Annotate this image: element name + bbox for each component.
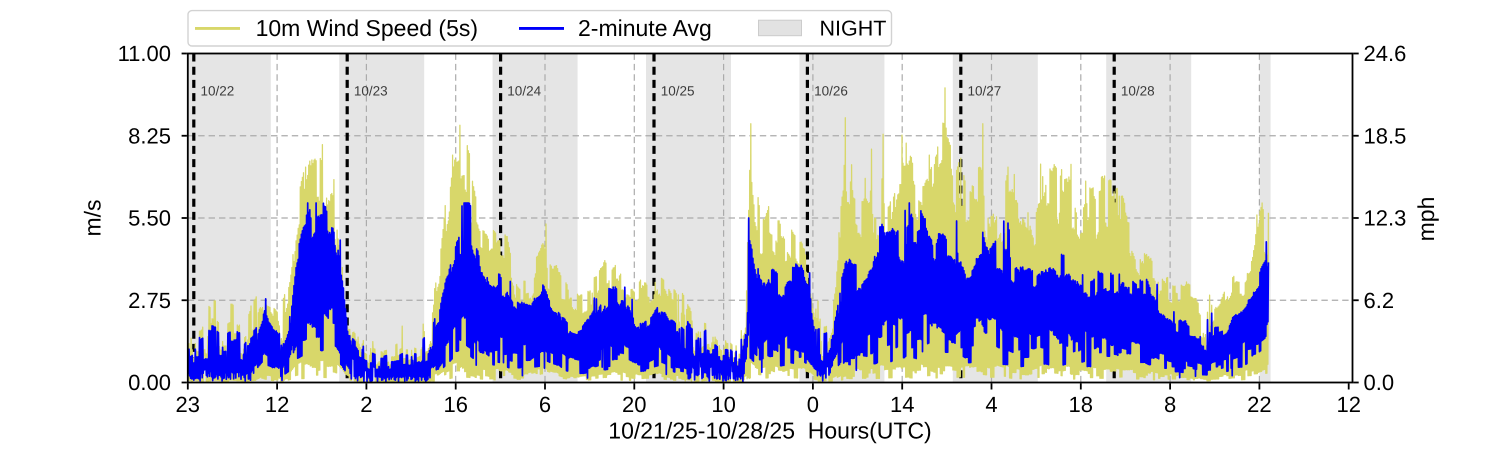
svg-text:23: 23 (176, 392, 200, 417)
svg-text:8: 8 (1164, 392, 1176, 417)
svg-text:0.00: 0.00 (128, 370, 171, 395)
svg-text:10/24: 10/24 (507, 84, 541, 99)
svg-text:6.2: 6.2 (1364, 288, 1395, 313)
svg-text:12: 12 (265, 392, 289, 417)
svg-text:12: 12 (1336, 392, 1360, 417)
svg-text:0.0: 0.0 (1364, 370, 1395, 395)
svg-text:2.75: 2.75 (128, 288, 171, 313)
svg-text:10: 10 (711, 392, 735, 417)
svg-text:22: 22 (1247, 392, 1271, 417)
svg-text:10/26: 10/26 (814, 84, 848, 99)
svg-text:2-minute Avg: 2-minute Avg (578, 15, 712, 41)
svg-text:12.3: 12.3 (1364, 206, 1407, 231)
svg-text:14: 14 (890, 392, 914, 417)
svg-text:10/28: 10/28 (1121, 84, 1155, 99)
svg-text:10/21/25-10/28/25 Hours(UTC): 10/21/25-10/28/25 Hours(UTC) (608, 418, 931, 444)
svg-text:10/22: 10/22 (201, 84, 235, 99)
svg-text:18.5: 18.5 (1364, 123, 1407, 148)
svg-text:2: 2 (360, 392, 372, 417)
svg-text:m/s: m/s (80, 199, 106, 236)
svg-text:18: 18 (1069, 392, 1093, 417)
svg-text:11.00: 11.00 (118, 41, 171, 66)
svg-text:16: 16 (443, 392, 467, 417)
svg-text:0: 0 (807, 392, 819, 417)
svg-text:10m Wind Speed (5s): 10m Wind Speed (5s) (256, 15, 478, 41)
svg-text:8.25: 8.25 (128, 123, 171, 148)
svg-text:NIGHT: NIGHT (820, 16, 887, 40)
svg-text:10/27: 10/27 (968, 84, 1002, 99)
svg-text:5.50: 5.50 (128, 206, 171, 231)
svg-text:20: 20 (622, 392, 646, 417)
svg-text:6: 6 (539, 392, 551, 417)
svg-text:24.6: 24.6 (1364, 41, 1407, 66)
svg-text:mph: mph (1413, 197, 1439, 242)
svg-text:4: 4 (985, 392, 997, 417)
svg-text:10/23: 10/23 (354, 84, 388, 99)
svg-text:10/25: 10/25 (661, 84, 695, 99)
